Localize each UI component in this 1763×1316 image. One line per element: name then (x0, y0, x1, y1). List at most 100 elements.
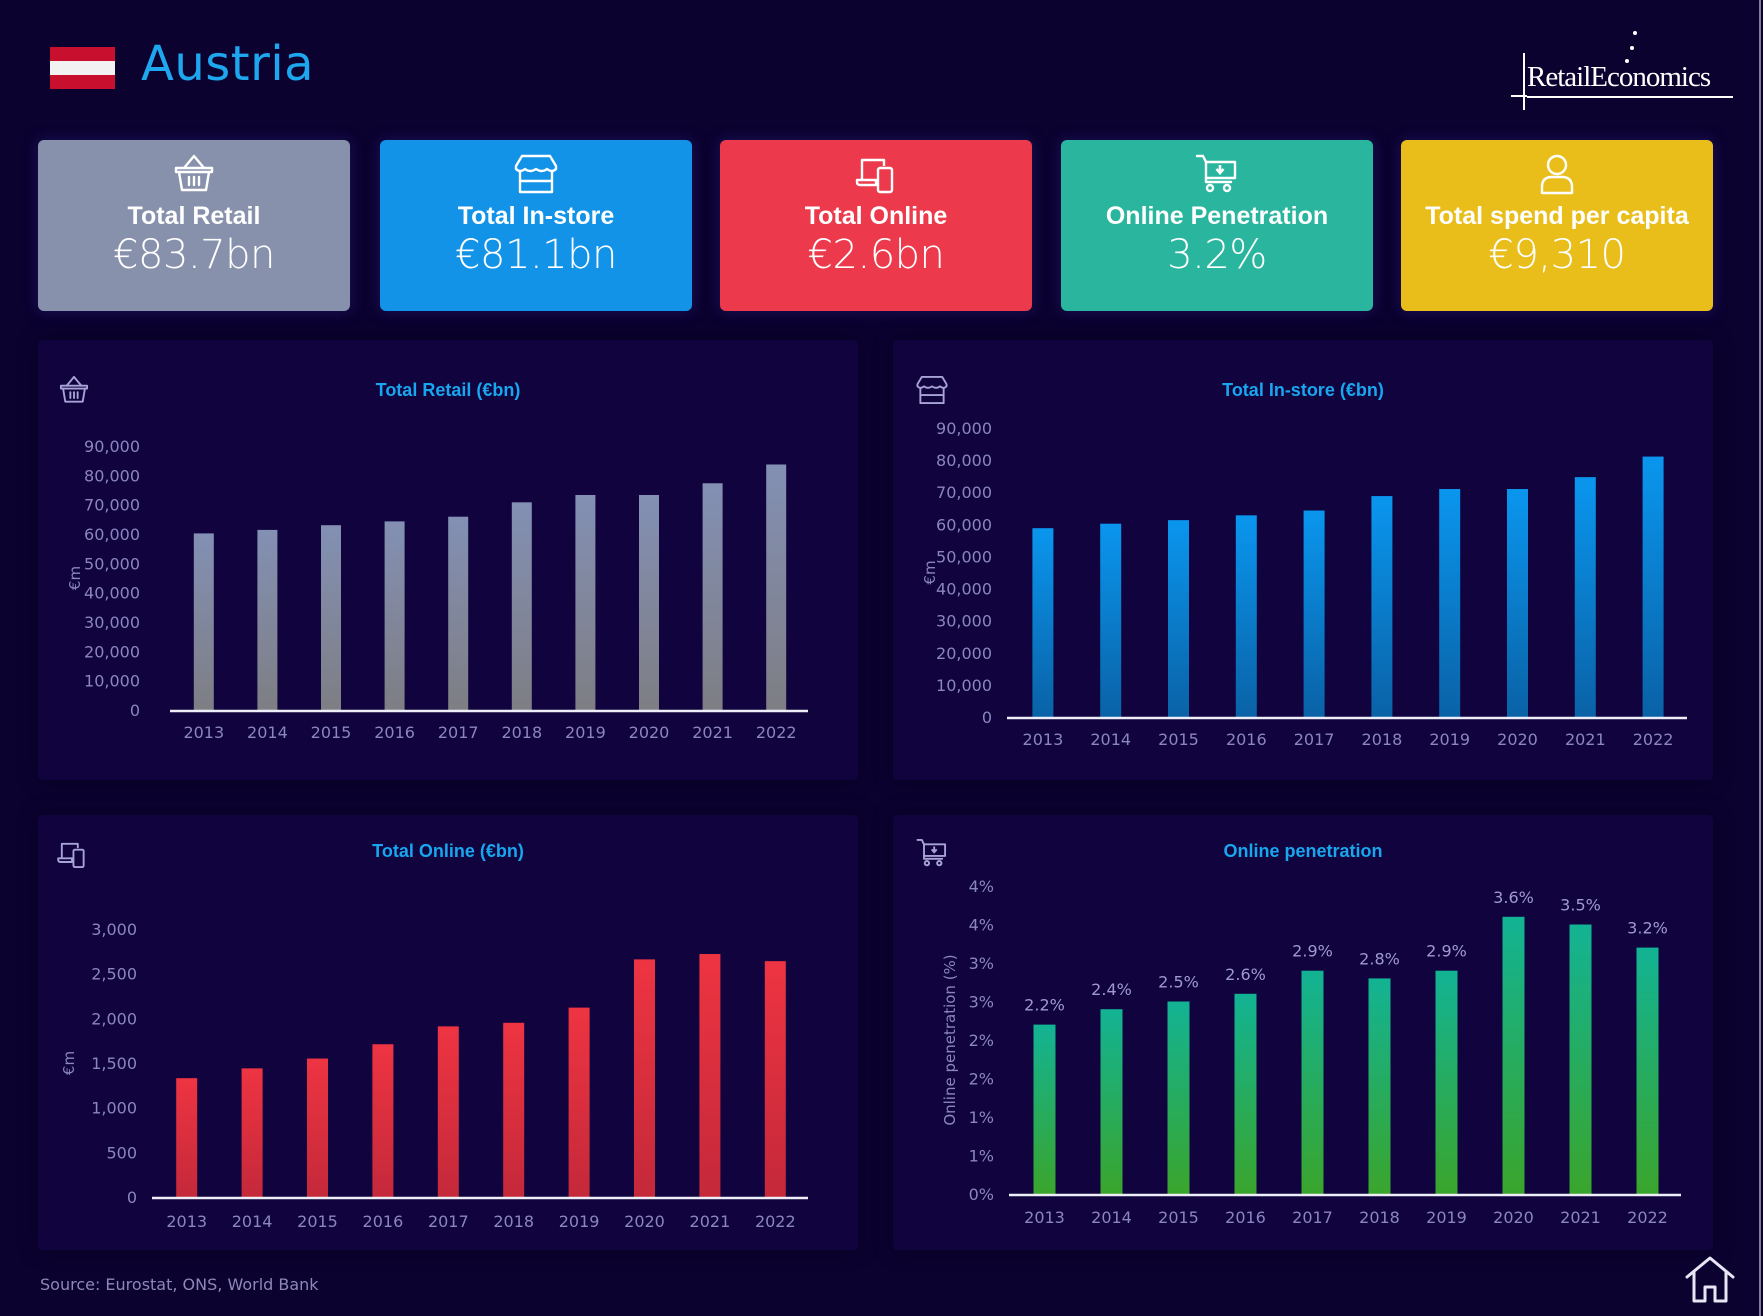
user-icon (1540, 154, 1574, 195)
y-tick-label: 10,000 (936, 676, 992, 695)
y-tick-label: 3,000 (91, 920, 137, 939)
bar-2018 (503, 1022, 525, 1197)
y-tick-label: 20,000 (936, 644, 992, 663)
cart-download-icon (916, 838, 947, 867)
kpi-card-online-penetration[interactable]: Online Penetration 3.2% (1061, 140, 1373, 311)
x-tick-label: 2013 (1023, 730, 1064, 749)
chart-panel-total-instore: Total In-store (€bn) 0 10,000 20,000 30,000… (893, 340, 1713, 780)
bar-2014 (241, 1068, 263, 1197)
bar-2021 (702, 483, 723, 710)
y-tick-label: 90,000 (84, 437, 140, 456)
kpi-label: Total Retail (127, 202, 261, 230)
x-tick-label: 2014 (1090, 730, 1131, 749)
online-penetration-chart: 0% 1% 1% 2% 2% 3% 3% 4% 4% Online penetration (%)… (941, 877, 1681, 1227)
cart-download-icon (1195, 154, 1237, 193)
x-tick-label: 2017 (1294, 730, 1335, 749)
bar-2021 (699, 954, 721, 1197)
y-tick-label: 60,000 (936, 515, 992, 534)
y-axis-title: €m (66, 566, 84, 590)
kpi-card-total-instore[interactable]: Total In-store €81.1bn (380, 140, 692, 311)
kpi-label: Total spend per capita (1425, 202, 1689, 230)
logo-text: RetailEconomics (1527, 61, 1711, 93)
chart-panel-online-penetration: Online penetration 0% 1% 1% 2% 2% 3% 3% 4% 4% Onl… (893, 815, 1713, 1250)
data-label: 3.2% (1627, 919, 1668, 938)
x-tick-label: 2018 (493, 1212, 534, 1231)
y-tick-label: 3% (969, 993, 994, 1012)
y-tick-label: 2,500 (91, 965, 137, 984)
bar-2019 (1439, 489, 1461, 717)
x-tick-label: 2018 (1359, 1208, 1400, 1227)
basket-icon (59, 375, 89, 403)
kpi-card-spend-per-capita[interactable]: Total spend per capita €9,310 (1401, 140, 1713, 311)
x-tick-label: 2019 (1426, 1208, 1467, 1227)
x-tick-label: 2019 (1429, 730, 1470, 749)
x-tick-label: 2015 (1158, 730, 1199, 749)
kpi-value: €9,310 (1488, 232, 1626, 278)
x-tick-label: 2019 (565, 723, 606, 742)
devices-icon (57, 842, 85, 869)
total-online-chart: 0 500 1,000 1,500 2,000 2,500 3,000 €m 2013 2014 2… (60, 920, 808, 1231)
bar-2022 (766, 464, 787, 710)
chart-title: Total Online (€bn) (372, 841, 524, 861)
x-tick-label: 2021 (1560, 1208, 1601, 1227)
bar-2018 (511, 502, 532, 710)
kpi-label: Total In-store (457, 202, 615, 230)
y-tick-label: 70,000 (936, 483, 992, 502)
x-tick-label: 2017 (438, 723, 479, 742)
kpi-value: €83.7bn (113, 232, 275, 278)
x-tick-label: 2020 (629, 723, 670, 742)
y-axis-title: Online penetration (%) (941, 954, 959, 1125)
chart-title: Total In-store (€bn) (1222, 380, 1384, 400)
y-tick-label: 4% (969, 877, 994, 896)
y-tick-label: 1% (969, 1147, 994, 1166)
austria-flag (50, 47, 115, 89)
y-tick-label: 1,500 (91, 1054, 137, 1073)
bar-2015 (1168, 520, 1189, 717)
data-label: 2.8% (1359, 949, 1400, 968)
bar-2015 (1167, 1001, 1190, 1194)
right-edge-divider (1759, 0, 1761, 1316)
kpi-card-total-retail[interactable]: Total Retail €83.7bn (38, 140, 350, 311)
bar-2017 (437, 1026, 459, 1197)
bar-2022 (1636, 947, 1659, 1194)
bar-2022 (764, 961, 786, 1197)
x-tick-label: 2017 (428, 1212, 469, 1231)
x-tick-label: 2014 (247, 723, 288, 742)
x-tick-label: 2013 (166, 1212, 207, 1231)
kpi-value: €81.1bn (455, 232, 617, 278)
bar-2017 (1301, 970, 1324, 1194)
bar-2016 (384, 521, 405, 710)
y-tick-label: 500 (106, 1143, 137, 1162)
bar-2015 (307, 1058, 328, 1197)
y-tick-label: 80,000 (84, 466, 140, 485)
x-tick-label: 2022 (755, 1212, 796, 1231)
bar-2018 (1368, 978, 1391, 1194)
x-tick-label: 2015 (311, 723, 352, 742)
retail-economics-logo: RetailEconomics (1505, 28, 1735, 113)
x-tick-label: 2022 (1633, 730, 1674, 749)
kpi-card-total-online[interactable]: Total Online €2.6bn (720, 140, 1032, 311)
bar-2015 (321, 525, 341, 710)
bar-2022 (1642, 456, 1664, 717)
x-tick-label: 2018 (501, 723, 542, 742)
x-tick-label: 2019 (559, 1212, 600, 1231)
basket-icon (174, 154, 214, 192)
data-label: 2.5% (1158, 973, 1199, 992)
total-instore-chart: 0 10,000 20,000 30,000 40,000 50,000 60,000 70,… (921, 419, 1687, 749)
y-tick-label: 3% (969, 954, 994, 973)
y-tick-label: 10,000 (84, 672, 140, 691)
bar-2017 (1303, 510, 1325, 717)
home-icon[interactable] (1684, 1255, 1736, 1305)
x-tick-label: 2016 (1225, 1208, 1266, 1227)
x-tick-label: 2021 (1565, 730, 1606, 749)
y-tick-label: 0% (969, 1185, 994, 1204)
storefront-icon (514, 154, 558, 194)
bar-2021 (1569, 924, 1592, 1194)
y-tick-label: 2,000 (91, 1009, 137, 1028)
bar-2018 (1371, 496, 1393, 717)
bar-2021 (1574, 477, 1596, 717)
y-tick-label: 80,000 (936, 451, 992, 470)
y-tick-label: 2% (969, 1031, 994, 1050)
storefront-icon (916, 375, 948, 405)
y-tick-label: 20,000 (84, 642, 140, 661)
